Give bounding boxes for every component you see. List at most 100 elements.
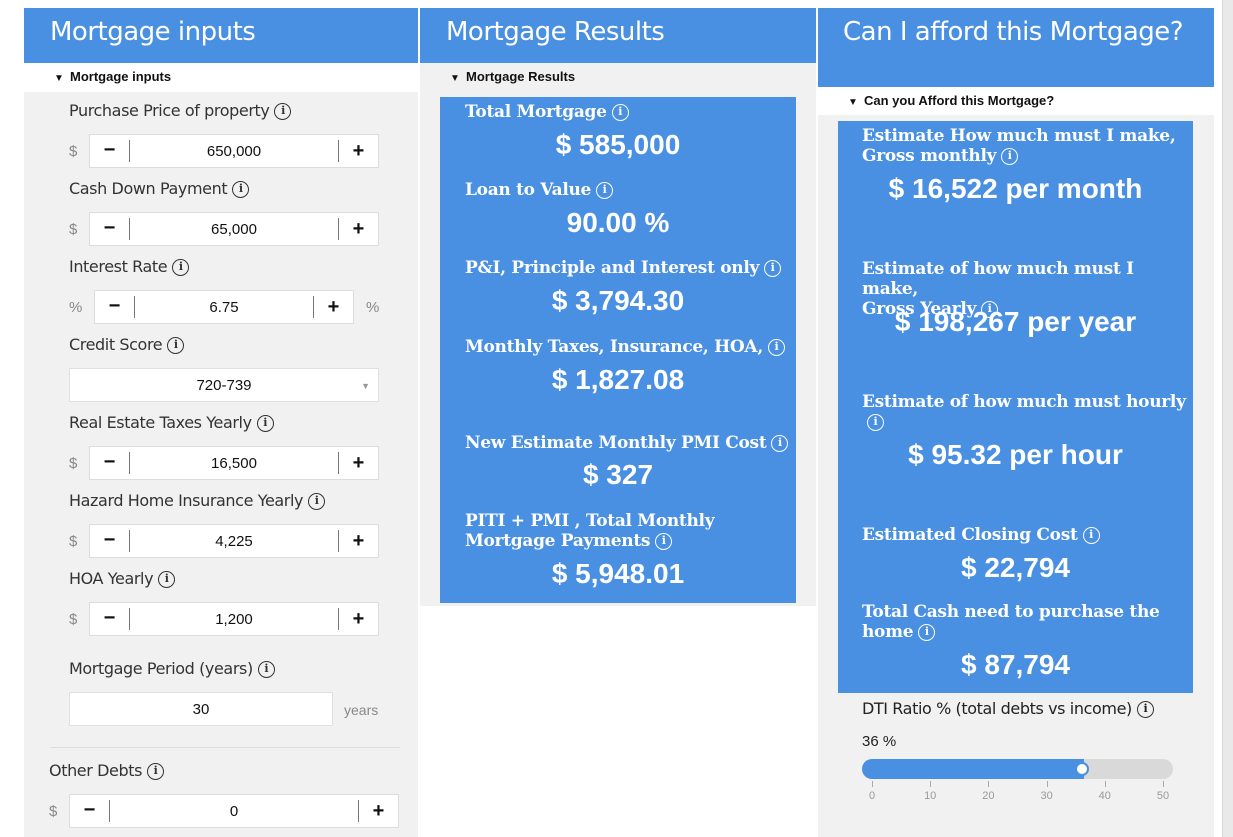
results-section-toggle[interactable]: ▼ Mortgage Results: [420, 63, 816, 91]
other-debts-minus-button[interactable]: −: [70, 800, 110, 822]
interest-rate-minus-button[interactable]: −: [95, 296, 135, 318]
hoa-unit: $: [69, 611, 78, 628]
info-icon[interactable]: i: [257, 661, 275, 678]
closing-cost-label: Estimated Closing Cost i: [862, 525, 1100, 545]
insurance-stepper[interactable]: − 4,225 +: [89, 524, 379, 558]
caret-down-icon: ▼: [361, 381, 370, 391]
info-icon[interactable]: i: [1136, 701, 1154, 718]
monthly-income-label-line1: Estimate How much must I make,: [862, 126, 1176, 146]
info-icon[interactable]: i: [611, 104, 629, 121]
total-cash-label: Total Cash need to purchase the home i: [862, 602, 1160, 642]
piti-label: PITI + PMI , Total Monthly Mortgage Payme…: [465, 511, 715, 551]
down-payment-input[interactable]: 65,000: [211, 220, 257, 238]
info-icon[interactable]: i: [147, 763, 165, 780]
inputs-section-toggle[interactable]: ▼ Mortgage inputs: [24, 63, 418, 92]
hourly-income-label: Estimate of how much must hourly i: [862, 392, 1186, 432]
credit-score-select[interactable]: 720-739 ▼: [69, 368, 379, 402]
info-icon[interactable]: i: [771, 435, 789, 452]
purchase-price-input[interactable]: 650,000: [206, 142, 262, 160]
other-debts-input[interactable]: 0: [229, 802, 239, 820]
chevron-down-icon: ▼: [848, 97, 858, 108]
down-payment-stepper[interactable]: − 65,000 +: [89, 212, 379, 246]
taxes-minus-button[interactable]: −: [90, 452, 130, 474]
dti-tick-label: 50: [1156, 790, 1170, 802]
ltv-label-text: Loan to Value: [465, 180, 592, 200]
interest-rate-input[interactable]: 6.75: [209, 298, 239, 316]
down-payment-plus-button[interactable]: +: [338, 218, 378, 240]
info-icon[interactable]: i: [1082, 527, 1100, 544]
insurance-unit: $: [69, 533, 78, 550]
hoa-label-text: HOA Yearly: [69, 569, 154, 588]
purchase-price-stepper[interactable]: − 650,000 +: [89, 134, 379, 168]
interest-rate-plus-button[interactable]: +: [313, 296, 353, 318]
info-icon[interactable]: i: [232, 181, 250, 198]
info-icon[interactable]: i: [981, 301, 999, 318]
dti-tick-label: 0: [868, 790, 876, 802]
taxes-unit: $: [69, 455, 78, 472]
hourly-income-value: $ 95.32 per hour: [908, 439, 1123, 470]
info-icon[interactable]: i: [655, 533, 673, 550]
info-icon[interactable]: i: [1001, 148, 1019, 165]
credit-score-value: 720-739: [196, 377, 252, 394]
info-icon[interactable]: i: [158, 571, 176, 588]
monthly-taxes-label-text: Monthly Taxes, Insurance, HOA,: [465, 337, 763, 357]
insurance-plus-button[interactable]: +: [338, 530, 378, 552]
dti-label: DTI Ratio % (total debts vs income) i: [862, 699, 1154, 718]
purchase-price-label: Purchase Price of property i: [69, 101, 292, 120]
piti-label-line2: Mortgage Payments: [465, 531, 651, 551]
pmi-value: $ 327: [582, 459, 654, 490]
afford-section-toggle[interactable]: ▼ Can you Afford this Mortgage?: [818, 87, 1214, 115]
taxes-plus-button[interactable]: +: [338, 452, 378, 474]
dti-value: 36 %: [862, 733, 897, 750]
other-debts-plus-button[interactable]: +: [358, 800, 398, 822]
info-icon[interactable]: i: [274, 103, 292, 120]
period-input[interactable]: 30: [69, 692, 333, 726]
yearly-income-label-line1: Estimate of how much must I make,: [862, 259, 1134, 299]
results-box: Total Mortgage i $ 585,000 Loan to Value i…: [440, 97, 796, 603]
dti-slider-handle[interactable]: [1074, 762, 1089, 776]
hourly-income-label-line1: Estimate of how much must hourly: [862, 392, 1186, 412]
other-debts-stepper[interactable]: − 0 +: [69, 794, 399, 828]
hoa-input[interactable]: 1,200: [215, 610, 253, 628]
dti-slider[interactable]: [862, 759, 1173, 779]
total-cash-label-line1: Total Cash need to purchase the: [862, 602, 1160, 622]
info-icon[interactable]: i: [308, 493, 326, 510]
interest-rate-label: Interest Rate i: [69, 257, 190, 276]
info-icon[interactable]: i: [596, 182, 614, 199]
results-section-label: Mortgage Results: [466, 69, 576, 84]
purchase-price-plus-button[interactable]: +: [338, 140, 378, 162]
credit-score-label-text: Credit Score: [69, 335, 163, 354]
insurance-minus-button[interactable]: −: [90, 530, 130, 552]
hoa-minus-button[interactable]: −: [90, 608, 130, 630]
taxes-stepper[interactable]: − 16,500 +: [89, 446, 379, 480]
total-mortgage-label-text: Total Mortgage: [465, 102, 607, 122]
taxes-input[interactable]: 16,500: [211, 454, 257, 472]
divider: [50, 747, 400, 748]
afford-box: Estimate How much must I make, Gross mont…: [838, 121, 1193, 693]
period-suffix: years: [344, 702, 379, 718]
info-icon[interactable]: i: [167, 337, 185, 354]
info-icon[interactable]: i: [767, 339, 785, 356]
insurance-label-text: Hazard Home Insurance Yearly: [69, 491, 304, 510]
info-icon[interactable]: i: [172, 259, 190, 276]
hoa-plus-button[interactable]: +: [338, 608, 378, 630]
info-icon[interactable]: i: [256, 415, 274, 432]
hoa-stepper[interactable]: − 1,200 +: [89, 602, 379, 636]
dti-tick-label: 30: [1040, 790, 1053, 802]
piti-value: $ 5,948.01: [551, 558, 685, 589]
info-icon[interactable]: i: [764, 260, 782, 277]
info-icon[interactable]: i: [867, 414, 884, 431]
purchase-price-minus-button[interactable]: −: [90, 140, 130, 162]
down-payment-minus-button[interactable]: −: [90, 218, 130, 240]
hoa-label: HOA Yearly i: [69, 569, 176, 588]
taxes-label-text: Real Estate Taxes Yearly: [69, 413, 252, 432]
closing-cost-label-text: Estimated Closing Cost: [862, 525, 1078, 545]
interest-rate-stepper[interactable]: − 6.75 +: [94, 290, 354, 324]
taxes-label: Real Estate Taxes Yearly i: [69, 413, 274, 432]
other-debts-label-text: Other Debts: [49, 761, 143, 780]
insurance-input[interactable]: 4,225: [215, 532, 253, 550]
info-icon[interactable]: i: [918, 624, 936, 641]
scrollbar[interactable]: [1222, 0, 1233, 837]
dti-tick-label: 20: [982, 790, 995, 802]
pmi-label-text: New Estimate Monthly PMI Cost: [465, 433, 767, 453]
